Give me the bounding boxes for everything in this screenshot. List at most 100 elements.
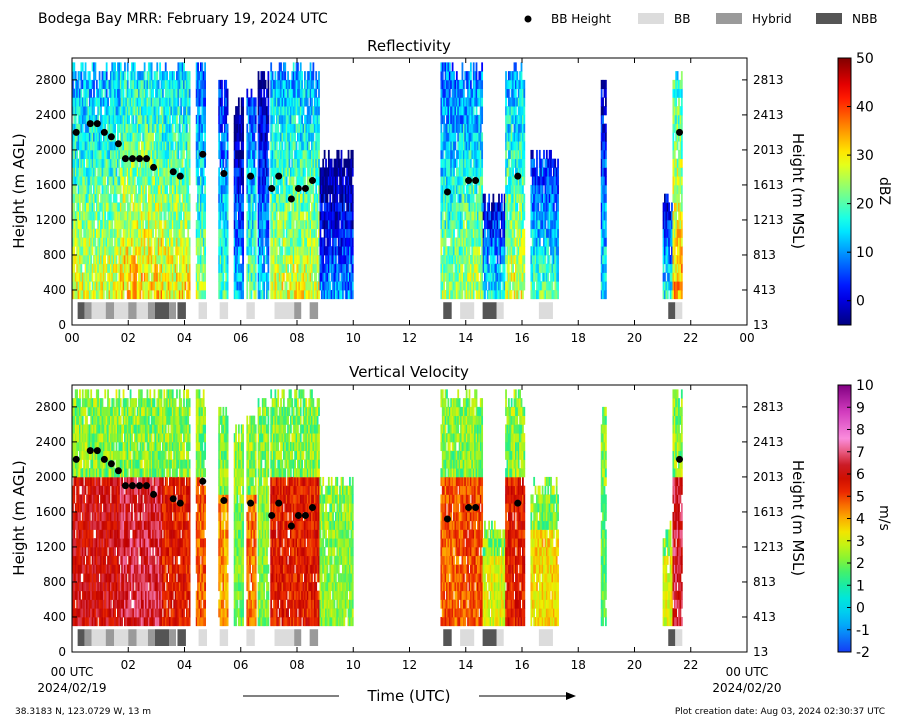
echo-cell — [299, 219, 302, 230]
echo-cell — [201, 132, 204, 142]
echo-cell — [252, 167, 254, 177]
echo-cell — [477, 272, 479, 282]
echo-cell — [114, 141, 116, 151]
echo-cell — [460, 237, 462, 247]
echo-cell — [226, 246, 229, 256]
echo-cell — [481, 237, 484, 247]
echo-cell — [156, 237, 159, 247]
echo-cell — [315, 281, 318, 291]
echo-cell — [143, 289, 146, 300]
echo-cell — [441, 289, 444, 300]
echo-cell — [285, 158, 288, 168]
echo-cell — [169, 88, 171, 98]
echo-cell — [87, 237, 90, 247]
echo-cell — [297, 237, 299, 247]
echo-cell — [323, 149, 326, 160]
echo-cell — [440, 289, 443, 300]
echo-cell — [485, 211, 488, 221]
echo-cell — [246, 106, 249, 116]
echo-cell — [125, 149, 128, 160]
echo-cell — [72, 167, 74, 177]
echo-cell — [346, 254, 349, 265]
echo-cell — [128, 246, 131, 256]
echo-cell — [169, 193, 171, 203]
echo-cell — [77, 167, 80, 177]
echo-cell — [101, 281, 104, 291]
echo-cell — [299, 158, 302, 168]
echo-cell — [489, 219, 492, 230]
echo-cell — [460, 141, 462, 151]
echo-cell — [90, 193, 93, 203]
echo-cell — [499, 281, 502, 291]
echo-cell — [140, 149, 143, 160]
echo-cell — [495, 219, 498, 230]
echo-cell — [446, 281, 448, 291]
echo-cell — [491, 202, 493, 212]
echo-cell — [280, 141, 282, 151]
echo-cell — [84, 141, 87, 151]
echo-cell — [114, 263, 116, 273]
echo-cell — [223, 184, 226, 195]
echo-cell — [273, 97, 275, 107]
echo-cell — [260, 193, 263, 203]
echo-cell — [235, 202, 237, 212]
echo-cell — [344, 237, 347, 247]
echo-cell — [478, 132, 481, 142]
echo-cell — [95, 176, 98, 186]
echo-cell — [332, 272, 334, 282]
echo-cell — [111, 228, 114, 238]
echo-cell — [284, 167, 287, 177]
echo-cell — [462, 193, 465, 203]
echo-cell — [72, 62, 74, 72]
echo-cell — [181, 272, 184, 282]
echo-cell — [329, 193, 332, 203]
echo-cell — [154, 106, 157, 116]
echo-cell — [308, 237, 311, 247]
echo-cell — [247, 106, 250, 116]
echo-cell — [225, 289, 228, 300]
echo-cell — [111, 281, 114, 291]
echo-cell — [159, 202, 161, 212]
echo-cell — [252, 114, 254, 125]
echo-cell — [180, 246, 183, 256]
echo-cell — [84, 71, 87, 81]
echo-cell — [318, 167, 320, 177]
echo-cell — [121, 272, 124, 282]
echo-cell — [250, 254, 253, 265]
echo-cell — [117, 228, 119, 238]
echo-cell — [170, 219, 173, 230]
echo-cell — [199, 167, 202, 177]
echo-cell — [181, 88, 184, 98]
echo-cell — [481, 228, 484, 238]
echo-cell — [309, 193, 312, 203]
echo-cell — [260, 88, 263, 98]
echo-cell — [187, 141, 190, 151]
echo-cell — [461, 193, 464, 203]
echo-cell — [184, 88, 187, 98]
echo-cell — [84, 149, 87, 160]
echo-cell — [233, 176, 236, 186]
echo-cell — [84, 88, 87, 98]
echo-cell — [315, 71, 318, 81]
echo-cell — [108, 281, 111, 291]
echo-cell — [254, 106, 257, 116]
echo-cell — [277, 97, 280, 107]
echo-cell — [122, 193, 125, 203]
echo-cell — [475, 149, 478, 160]
echo-cell — [458, 202, 461, 212]
echo-cell — [496, 219, 499, 230]
echo-cell — [170, 71, 173, 81]
echo-cell — [124, 97, 126, 107]
echo-cell — [226, 219, 229, 230]
echo-cell — [260, 237, 263, 247]
echo-cell — [273, 254, 275, 265]
echo-cell — [451, 228, 454, 238]
echo-cell — [274, 176, 277, 186]
echo-cell — [138, 149, 140, 160]
echo-cell — [270, 202, 273, 212]
echo-cell — [150, 202, 153, 212]
echo-cell — [74, 97, 77, 107]
echo-cell — [285, 211, 288, 221]
echo-cell — [464, 237, 467, 247]
echo-cell — [136, 193, 139, 203]
